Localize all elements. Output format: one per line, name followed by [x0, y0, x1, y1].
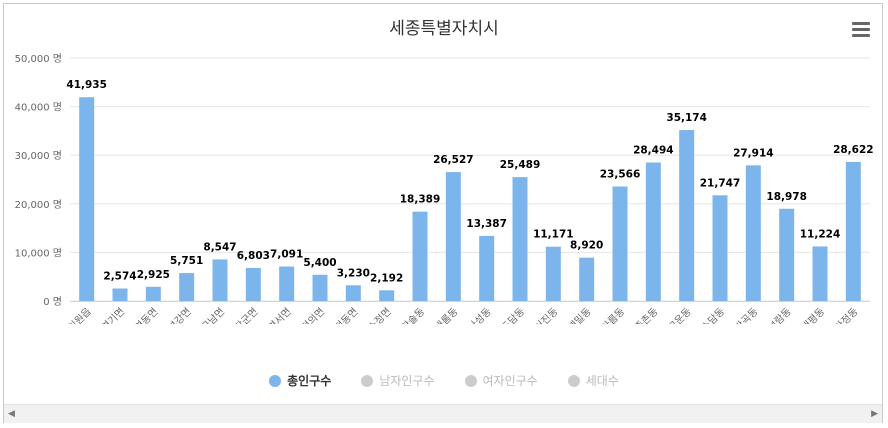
- x-tick-label: 금남면: [199, 306, 227, 324]
- y-tick-label: 20,000 명: [15, 199, 62, 211]
- value-label: 3,230: [337, 267, 370, 279]
- x-tick-label: 대평동: [799, 306, 827, 324]
- value-label: 35,174: [666, 112, 707, 124]
- y-tick-label: 30,000 명: [15, 150, 62, 162]
- bar[interactable]: [745, 165, 761, 301]
- legend-label: 세대수: [585, 374, 619, 388]
- bar[interactable]: [245, 267, 261, 301]
- x-tick-label: 반곡동: [732, 306, 760, 324]
- chart-title: 세종특별자치시: [389, 19, 499, 39]
- x-tick-label: 연기면: [99, 306, 127, 324]
- x-tick-label: 종촌동: [632, 306, 660, 324]
- bar-chart-plot: 0 명 10,000 명 20,000 명 30,000 명 40,000 명 50,00…: [15, 53, 874, 324]
- x-tick-label: 장군면: [232, 306, 260, 324]
- value-label: 8,920: [570, 240, 603, 252]
- x-tick-label: 어진동: [532, 306, 560, 324]
- legend-dot-icon: [269, 374, 282, 387]
- bar[interactable]: [479, 235, 495, 301]
- bar[interactable]: [579, 257, 595, 301]
- bar[interactable]: [645, 162, 661, 301]
- bar[interactable]: [612, 186, 628, 301]
- x-tick-label: 보람동: [765, 305, 794, 324]
- legend-item[interactable]: 세대수: [567, 372, 619, 389]
- x-tick-label: 고운동: [666, 306, 694, 324]
- x-tick-label: 도담동: [499, 306, 527, 324]
- bar[interactable]: [379, 290, 395, 301]
- bar[interactable]: [545, 246, 561, 301]
- y-tick-label: 0 명: [43, 296, 62, 308]
- y-tick-label: 40,000 명: [15, 102, 62, 114]
- x-tick-label: 다정동: [832, 306, 860, 324]
- value-label: 6,803: [237, 250, 270, 262]
- x-tick-label: 소담동: [699, 306, 727, 324]
- bar[interactable]: [145, 286, 161, 301]
- legend-dot-icon: [464, 374, 477, 387]
- chevron-right-icon[interactable]: ▶: [871, 409, 878, 419]
- y-tick-label: 50,000 명: [15, 53, 62, 65]
- chevron-left-icon[interactable]: ◀: [8, 409, 15, 419]
- hamburger-menu-icon[interactable]: [852, 22, 870, 38]
- legend-label: 여자인구수: [482, 374, 538, 388]
- chart-container: 세종특별자치시 0 명 10,000 명 20,000 명 30,000 명 40,00…: [3, 3, 883, 423]
- x-tick-label: 소정면: [366, 306, 394, 324]
- value-label: 23,566: [600, 168, 641, 180]
- legend-item[interactable]: 남자인구수: [361, 372, 435, 389]
- x-tick-label: 전의면: [299, 306, 327, 324]
- value-label: 28,494: [633, 145, 674, 157]
- value-label: 2,574: [103, 270, 136, 282]
- x-tick-label: 해밀동: [565, 305, 594, 324]
- bar[interactable]: [845, 161, 861, 301]
- bar[interactable]: [312, 274, 328, 301]
- value-label: 11,171: [533, 229, 574, 241]
- value-label: 21,747: [700, 177, 741, 189]
- bar[interactable]: [712, 195, 728, 301]
- chart-legend: 총인구수 남자인구수 여자인구수 세대수: [4, 372, 884, 389]
- bar[interactable]: [112, 288, 128, 301]
- value-label: 26,527: [433, 154, 474, 166]
- x-tick-label: 연동면: [132, 306, 160, 324]
- horizontal-scrollbar[interactable]: ◀ ▶: [4, 404, 882, 423]
- x-tick-label: 전동면: [332, 306, 360, 324]
- value-label: 2,192: [370, 272, 403, 284]
- bar[interactable]: [445, 172, 461, 301]
- value-label: 28,622: [833, 144, 874, 156]
- legend-label: 남자인구수: [379, 374, 435, 388]
- x-tick-label: 나성동: [466, 306, 494, 324]
- bar[interactable]: [345, 285, 361, 301]
- value-label: 2,925: [137, 269, 170, 281]
- bar[interactable]: [812, 246, 828, 301]
- x-tick-label: 연서면: [266, 306, 294, 324]
- value-label: 13,387: [466, 218, 507, 230]
- value-label: 25,489: [500, 159, 541, 171]
- legend-item[interactable]: 총인구수: [269, 372, 331, 389]
- legend-label: 총인구수: [287, 374, 332, 388]
- value-label: 18,978: [766, 191, 807, 203]
- bar[interactable]: [279, 266, 295, 301]
- bar[interactable]: [179, 273, 195, 301]
- legend-dot-icon: [567, 374, 580, 387]
- value-label: 41,935: [66, 79, 107, 91]
- value-label: 5,400: [303, 257, 336, 269]
- bar[interactable]: [679, 130, 695, 301]
- x-tick-label: 새롬동: [432, 306, 460, 324]
- y-tick-label: 10,000 명: [15, 247, 62, 259]
- value-label: 8,547: [203, 241, 236, 253]
- bar[interactable]: [79, 97, 95, 302]
- bar[interactable]: [212, 259, 228, 301]
- value-label: 27,914: [733, 147, 774, 159]
- legend-dot-icon: [361, 374, 374, 387]
- bar[interactable]: [779, 208, 795, 301]
- value-label: 11,224: [800, 228, 841, 240]
- value-label: 7,091: [270, 249, 303, 261]
- value-label: 5,751: [170, 255, 203, 267]
- x-tick-label: 조치원읍: [59, 306, 94, 324]
- x-tick-label: 아름동: [599, 306, 627, 324]
- bar[interactable]: [512, 177, 528, 301]
- x-tick-label: 부강면: [166, 306, 194, 324]
- bar[interactable]: [412, 211, 428, 301]
- legend-item[interactable]: 여자인구수: [464, 372, 538, 389]
- x-tick-label: 한솔동: [399, 306, 427, 324]
- value-label: 18,389: [400, 194, 441, 206]
